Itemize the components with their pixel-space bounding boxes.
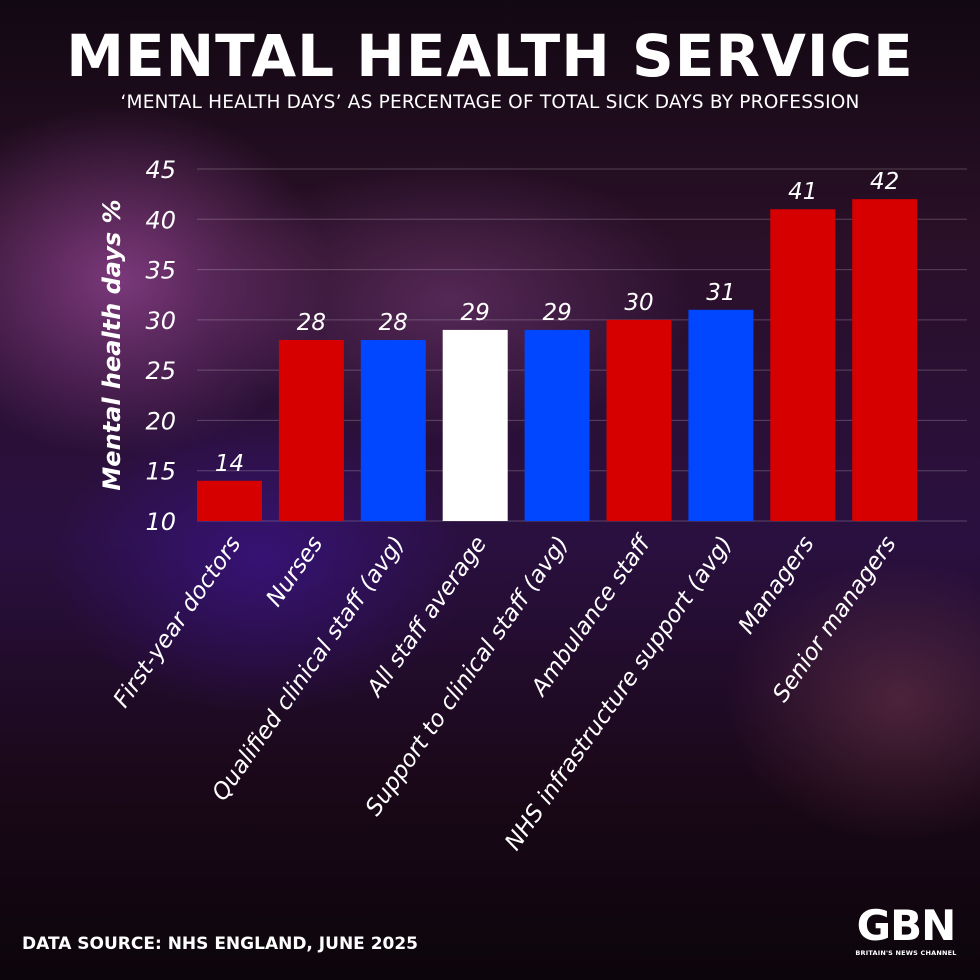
bar bbox=[524, 329, 590, 521]
data-label: 30 bbox=[624, 290, 653, 316]
data-label: 28 bbox=[297, 310, 326, 336]
bar bbox=[360, 339, 426, 521]
data-label: 28 bbox=[379, 310, 408, 336]
y-tick-label: 25 bbox=[145, 357, 176, 385]
logo-mark: GBN bbox=[856, 901, 957, 950]
bar bbox=[606, 319, 672, 521]
bar bbox=[278, 339, 344, 521]
y-tick-label: 30 bbox=[145, 307, 176, 335]
gbn-logo: GBN BRITAIN'S NEWS CHANNEL bbox=[848, 901, 964, 958]
data-label: 31 bbox=[706, 280, 735, 306]
bar bbox=[442, 329, 508, 521]
data-source: DATA SOURCE: NHS ENGLAND, JUNE 2025 bbox=[22, 934, 419, 954]
data-label: 29 bbox=[542, 300, 571, 326]
y-tick-label: 35 bbox=[145, 257, 176, 285]
y-tick-label: 10 bbox=[145, 508, 176, 536]
y-tick-label: 40 bbox=[145, 206, 176, 234]
logo-tagline: BRITAIN'S NEWS CHANNEL bbox=[855, 949, 957, 957]
y-tick-label: 20 bbox=[145, 407, 176, 435]
bar bbox=[197, 480, 262, 521]
bar bbox=[852, 199, 918, 521]
chart-subtitle: ‘MENTAL HEALTH DAYS’ AS PERCENTAGE OF TO… bbox=[120, 92, 860, 113]
x-tick-label: Nurses bbox=[261, 532, 328, 612]
x-tick-label: First-year doctors bbox=[109, 532, 247, 713]
bar bbox=[688, 309, 754, 521]
chart-title: MENTAL HEALTH SERVICE bbox=[66, 22, 914, 90]
data-label: 42 bbox=[870, 169, 899, 195]
data-label: 29 bbox=[461, 300, 490, 326]
bar bbox=[770, 209, 836, 521]
y-tick-label: 45 bbox=[145, 156, 176, 184]
data-label: 41 bbox=[788, 179, 817, 205]
y-tick-label: 15 bbox=[145, 458, 176, 486]
x-tick-label: Managers bbox=[734, 532, 820, 639]
y-axis-label: Mental health days % bbox=[98, 199, 126, 490]
data-label: 14 bbox=[215, 451, 244, 477]
